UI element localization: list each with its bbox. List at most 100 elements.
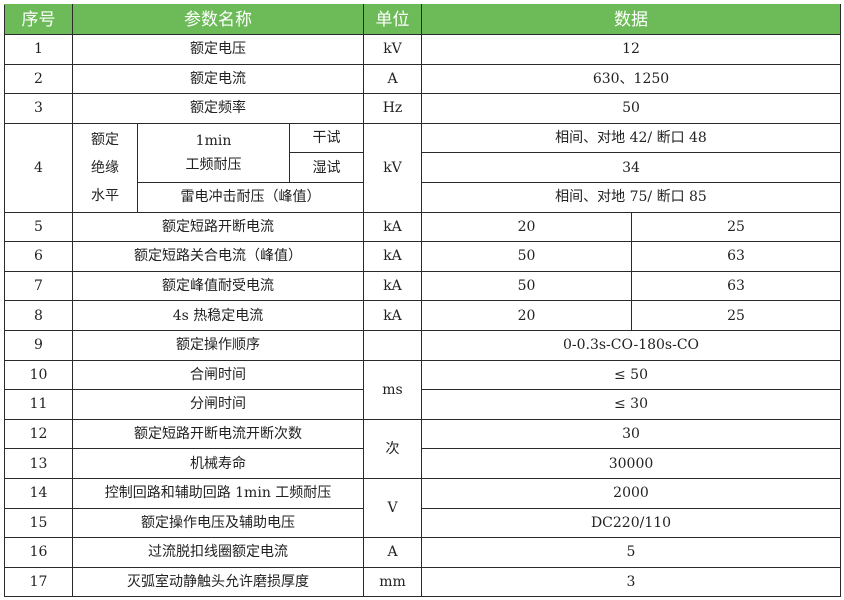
table-row: 湿试 34	[5, 152, 841, 183]
wet-test-label: 湿试	[289, 152, 364, 183]
row-value: 630、1250	[421, 63, 841, 95]
table-row: 15 额定操作电压及辅助电压 DC220/110	[4, 507, 841, 539]
row-value-b: 63	[631, 241, 841, 272]
table-row: 14 控制回路和辅助回路 1min 工频耐压 V 2000	[4, 477, 841, 539]
label-line: 额定	[91, 131, 119, 148]
table-row: 3 额定频率 Hz 50	[4, 93, 841, 124]
table-row: 8 4s 热稳定电流 kA 20 25	[4, 300, 841, 331]
row-no: 7	[4, 270, 73, 302]
table-header: 序号 参数名称 单位 数据	[4, 4, 841, 35]
table-row: 12 额定短路开断电流开断次数次 30	[4, 418, 841, 479]
row-no: 8	[4, 300, 73, 331]
row-no: 10	[4, 359, 73, 391]
row-name: 分闸时间	[72, 389, 364, 420]
row-name: 额定峰值耐受电流	[72, 270, 364, 302]
row-no: 5	[4, 211, 73, 243]
dry-test-label: 干试	[289, 122, 364, 154]
table-row: 10 合闸时间 ms ≤ 50	[4, 359, 841, 420]
table-row: 雷电冲击耐压（峰值） 相间、对地 75/ 断口 85	[5, 181, 841, 213]
row-name: 额定操作顺序	[72, 329, 364, 361]
row-no: 2	[4, 63, 73, 95]
row-unit: V	[363, 477, 422, 539]
row-name: 额定短路关合电流（峰值）	[72, 241, 364, 272]
row-name: 过流脱扣线圈额定电流	[72, 537, 364, 568]
table-row: 17 灭弧室动静触头允许磨损厚度 mm 3	[4, 566, 841, 598]
row-value-a: 50	[421, 241, 632, 272]
row-value-a: 20	[421, 300, 632, 331]
label-line: 绝缘	[91, 159, 119, 176]
row-value-a: 20	[421, 211, 632, 243]
row-unit: kV	[363, 122, 422, 213]
table-row: 5 额定短路开断电流 kA 20 25	[4, 211, 841, 243]
row-value: 30	[421, 418, 841, 450]
header-unit: 单位	[363, 4, 422, 35]
insulation-level-label: 额定 绝缘 水平	[72, 122, 138, 213]
power-frequency-label: 1min 工频耐压	[137, 122, 290, 183]
table-row: 9 额定操作顺序 0-0.3s-CO-180s-CO	[4, 329, 841, 361]
row-name: 机械寿命	[72, 448, 364, 479]
row-no: 15	[4, 507, 73, 539]
row-name: 额定频率	[72, 93, 364, 124]
parameter-table: 序号 参数名称 单位 数据 1 额定电压 kV 12 2 额定电流 A 630、1250 3…	[4, 4, 841, 598]
table-row: 1 额定电压 kV 12	[4, 34, 841, 65]
table-row: 16 过流脱扣线圈额定电流 A 5	[4, 537, 841, 568]
row-name: 灭弧室动静触头允许磨损厚度	[72, 566, 364, 598]
header-name: 参数名称	[72, 4, 364, 35]
header-no: 序号	[4, 4, 73, 35]
label-line: 1min	[195, 132, 232, 149]
row-unit: kA	[363, 211, 422, 243]
row-value: DC220/110	[421, 507, 841, 539]
row-unit: A	[363, 63, 422, 95]
label-line: 工频耐压	[185, 156, 242, 173]
row-value: 34	[421, 152, 841, 183]
row-unit: Hz	[363, 93, 422, 124]
row-no: 11	[4, 389, 73, 420]
row-value: 50	[421, 93, 841, 124]
row-no: 17	[4, 566, 73, 598]
row-no: 3	[4, 93, 73, 124]
table-row: 11 分闸时间 ≤ 30	[4, 389, 841, 420]
row-value-b: 63	[631, 270, 841, 302]
row-unit: mm	[363, 566, 422, 598]
row-value: 30000	[421, 448, 841, 479]
lightning-label: 雷电冲击耐压（峰值）	[137, 181, 364, 213]
row-no: 9	[4, 329, 73, 361]
row-unit: kV	[363, 34, 422, 65]
row-name: 额定电流	[72, 63, 364, 95]
row-name: 额定短路开断电流	[72, 211, 364, 243]
row-name: 合闸时间	[72, 359, 364, 391]
row-no: 14	[4, 477, 73, 509]
row-name: 4s 热稳定电流	[72, 300, 364, 331]
row-value: 12	[421, 34, 841, 65]
label-line: 水平	[91, 187, 119, 204]
table-row: 13 机械寿命 30000	[4, 448, 841, 479]
row-value-b: 25	[631, 300, 841, 331]
row-value: 3	[421, 566, 841, 598]
row-unit: kA	[363, 300, 422, 331]
header-data: 数据	[421, 4, 841, 35]
row-name: 额定操作电压及辅助电压	[72, 507, 364, 539]
row-name: 控制回路和辅助回路 1min 工频耐压	[72, 477, 364, 509]
row-unit	[363, 329, 422, 361]
row-no: 4	[4, 122, 73, 213]
row-unit: kA	[363, 241, 422, 272]
table-row: 2 额定电流 A 630、1250	[4, 63, 841, 95]
row-unit: ms	[363, 359, 422, 420]
row-value: ≤ 30	[421, 389, 841, 420]
row-unit: kA	[363, 270, 422, 302]
row-no: 16	[4, 537, 73, 568]
row-value: 2000	[421, 477, 841, 509]
table-row: 7 额定峰值耐受电流 kA 50 63	[4, 270, 841, 302]
row-unit: 次	[363, 418, 422, 479]
row-value: 5	[421, 537, 841, 568]
row-no: 1	[4, 34, 73, 65]
row-name: 额定短路开断电流开断次数	[72, 418, 364, 450]
row-value: ≤ 50	[421, 359, 841, 391]
row-no: 6	[4, 241, 73, 272]
row-value: 相间、对地 75/ 断口 85	[421, 181, 841, 213]
row-value-a: 50	[421, 270, 632, 302]
table-row: 6 额定短路关合电流（峰值） kA 50 63	[4, 241, 841, 272]
row-unit: A	[363, 537, 422, 568]
row-value: 0-0.3s-CO-180s-CO	[421, 329, 841, 361]
row-value-b: 25	[631, 211, 841, 243]
